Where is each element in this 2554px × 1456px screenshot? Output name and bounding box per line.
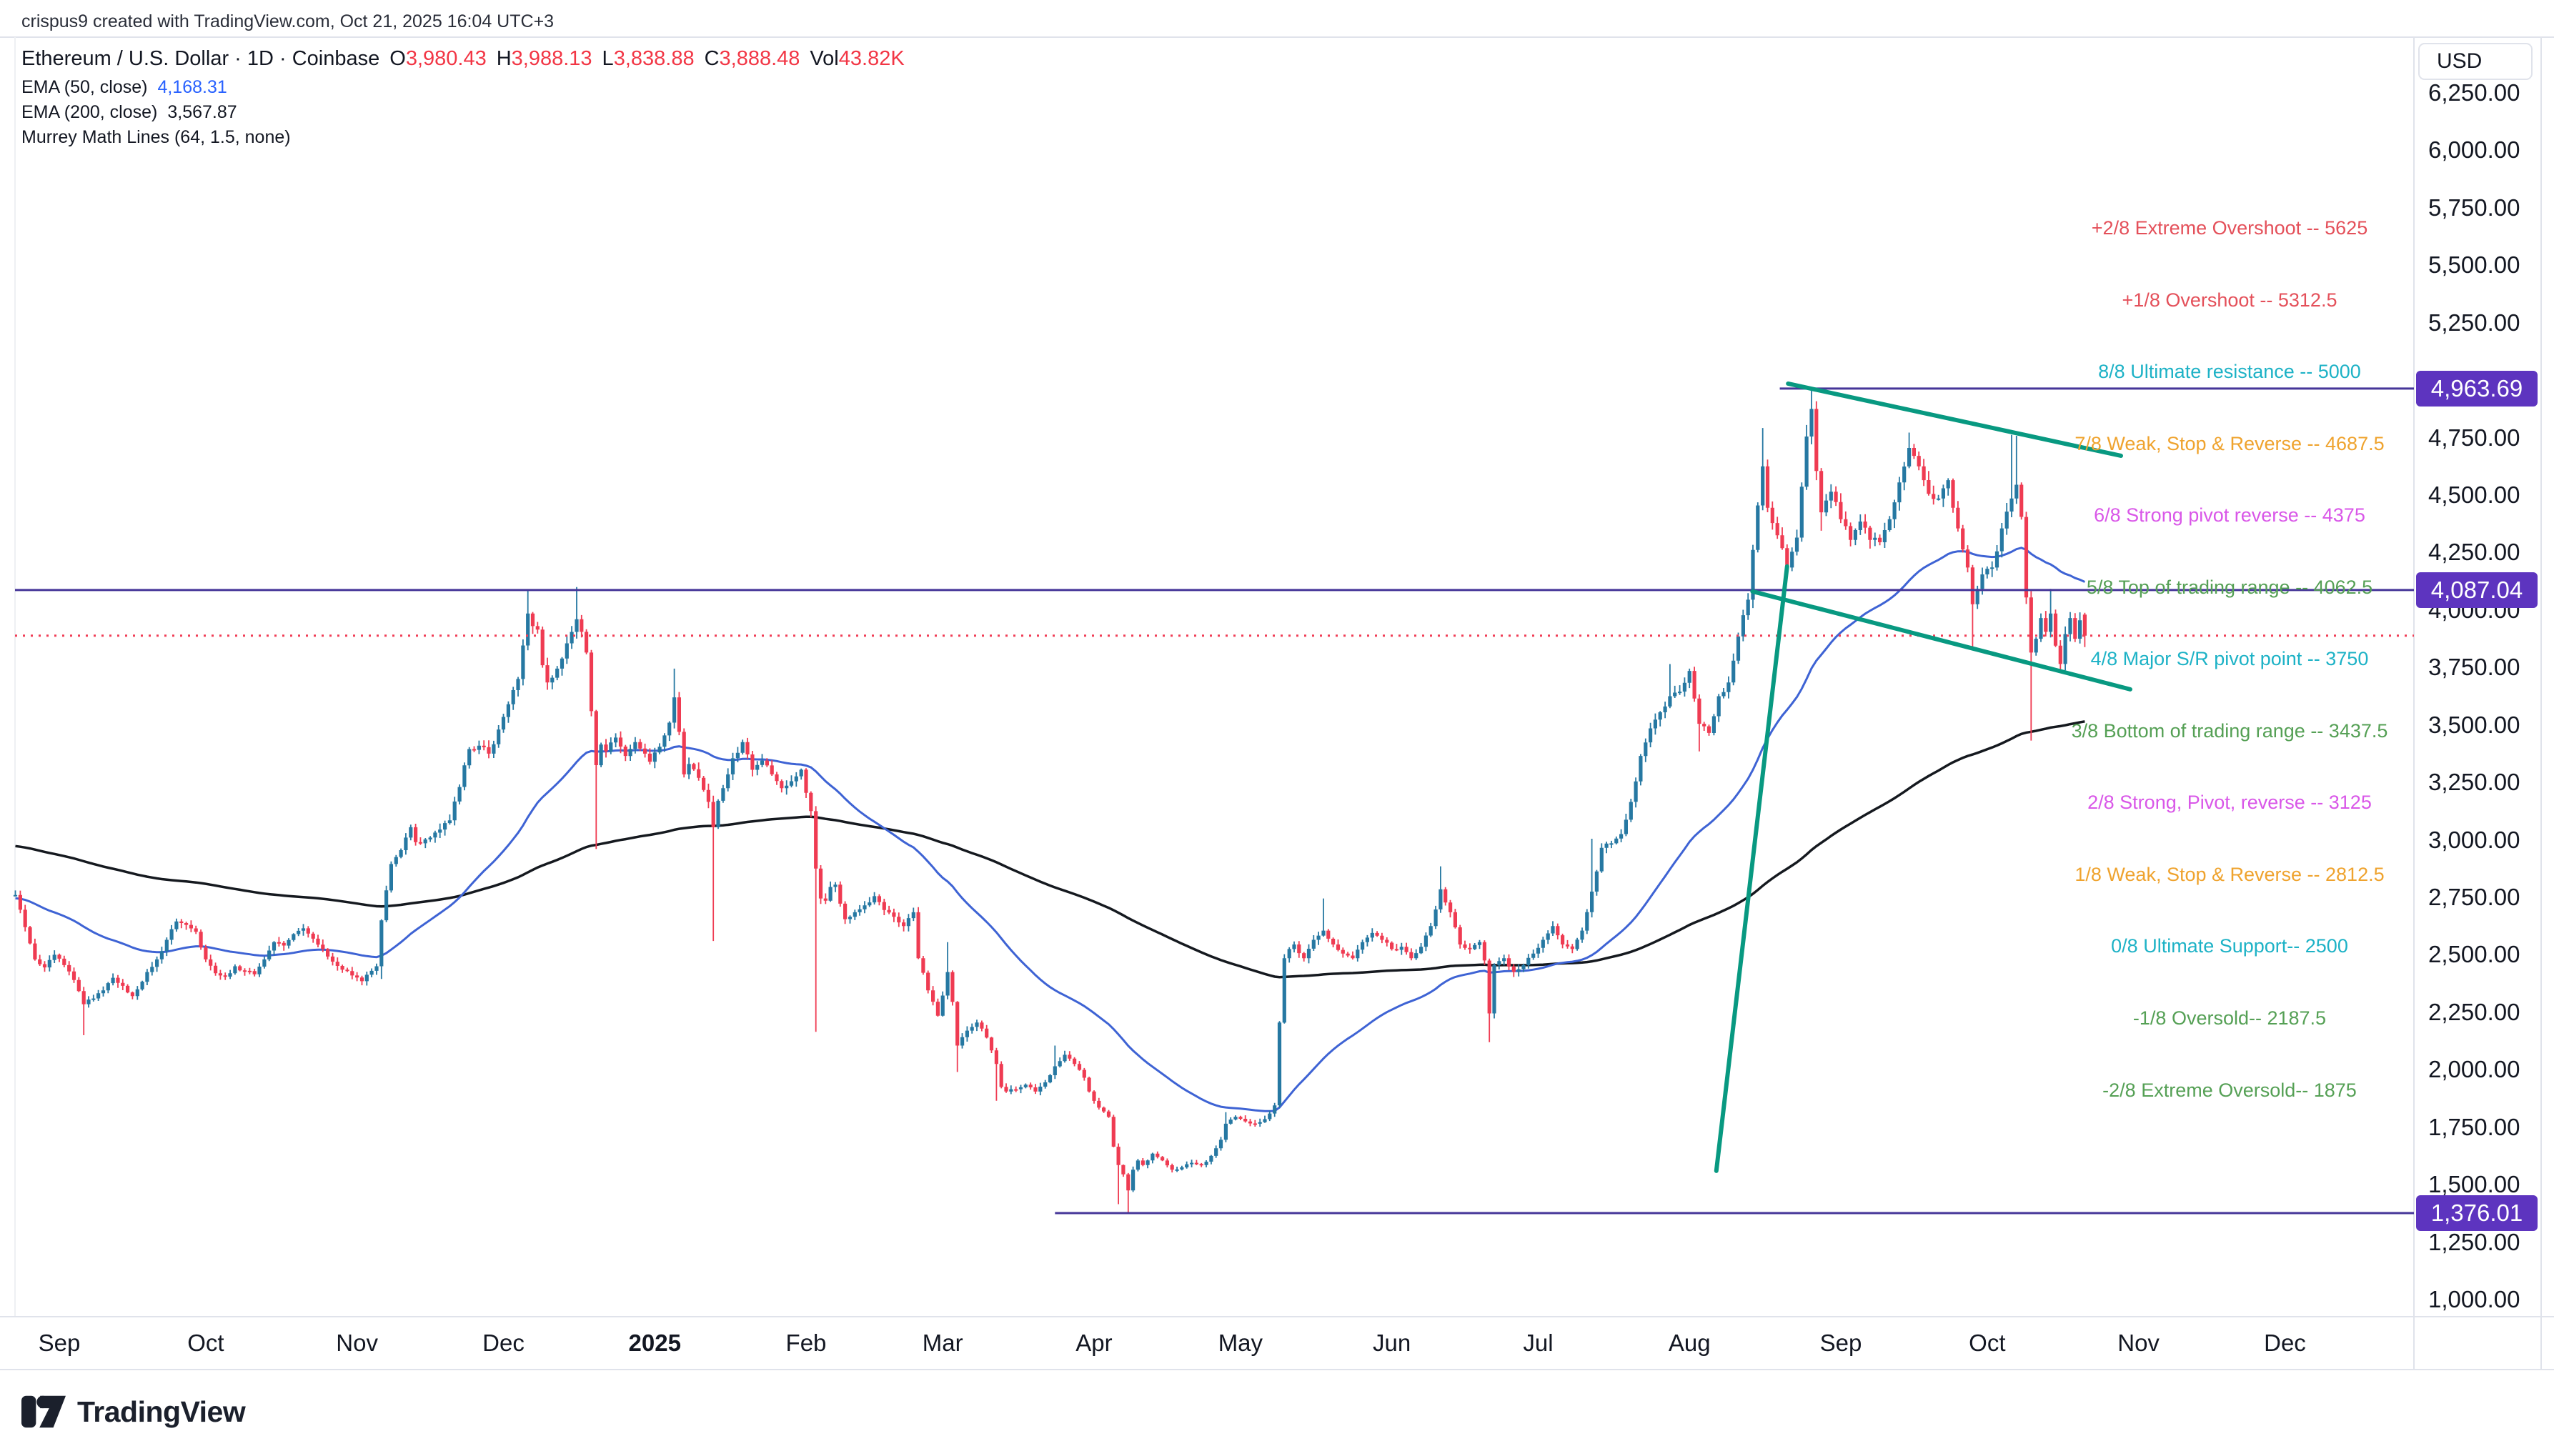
up-candle-wicks — [14, 390, 2081, 1192]
trend-line-1[interactable] — [1714, 564, 1789, 1173]
trend-line-3[interactable] — [1750, 589, 2132, 692]
ema200-line — [15, 720, 2085, 979]
down-candle-bodies — [18, 409, 2087, 1191]
trend-line-2[interactable] — [1786, 381, 2123, 458]
ema50-line — [15, 547, 2086, 1112]
down-candle-wicks — [19, 401, 2086, 1213]
up-candle-bodies — [13, 409, 2082, 1191]
